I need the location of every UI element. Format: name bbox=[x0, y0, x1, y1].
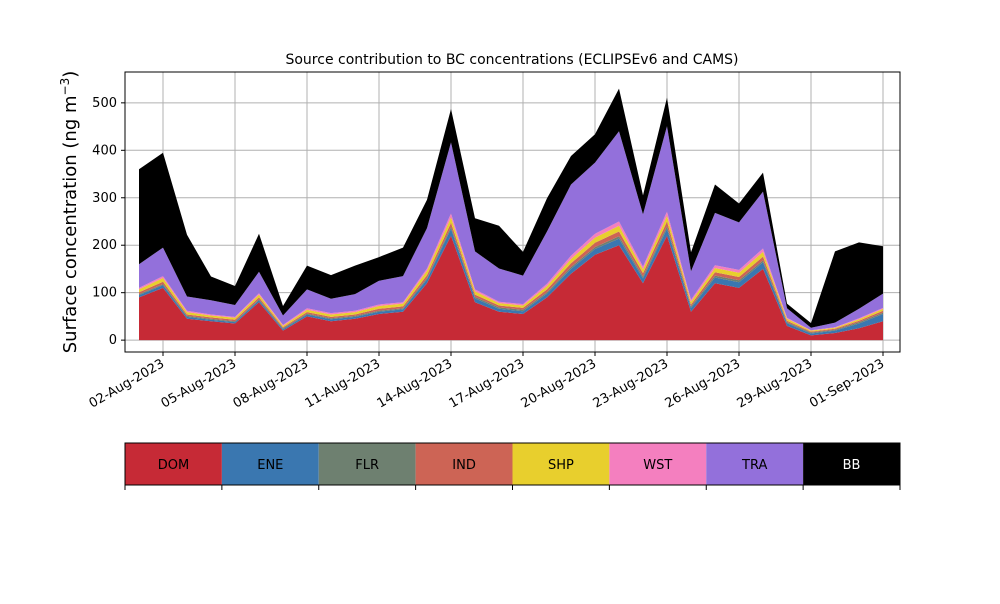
legend-swatch-bb bbox=[803, 443, 900, 485]
legend-label-dom: DOM bbox=[158, 458, 189, 473]
y-axis-label-main: Surface concentration (ng m bbox=[60, 95, 81, 353]
plot-frame bbox=[124, 71, 901, 353]
x-tick-label: 08-Aug-2023 bbox=[231, 356, 311, 411]
x-tick-label: 26-Aug-2023 bbox=[663, 356, 743, 411]
legend-label-bb: BB bbox=[843, 458, 861, 473]
legend-swatch-ind bbox=[415, 443, 513, 485]
area-series-wst bbox=[139, 211, 883, 331]
x-tick-label: 01-Sep-2023 bbox=[807, 356, 887, 411]
y-axis: 0 100 200 300 400 500 bbox=[92, 96, 125, 348]
series-areas bbox=[139, 88, 883, 341]
x-tick-label: 20-Aug-2023 bbox=[519, 356, 599, 411]
x-axis: 02-Aug-202305-Aug-202308-Aug-202311-Aug-… bbox=[87, 352, 887, 412]
y-tick-label: 0 bbox=[109, 333, 117, 348]
x-tick-label: 29-Aug-2023 bbox=[735, 356, 815, 411]
x-tick-label: 02-Aug-2023 bbox=[87, 356, 167, 411]
y-tick-label: 100 bbox=[92, 286, 117, 301]
y-axis-label-superscript: −3 bbox=[58, 78, 72, 96]
legend-swatch-tra bbox=[706, 443, 804, 485]
legend-swatch-dom bbox=[125, 443, 222, 485]
legend-swatch-shp bbox=[512, 443, 610, 485]
x-tick-label: 14-Aug-2023 bbox=[375, 356, 455, 411]
x-tick-label: 17-Aug-2023 bbox=[447, 356, 527, 411]
legend-label-tra: TRA bbox=[741, 458, 767, 473]
y-tick-label: 200 bbox=[92, 238, 117, 253]
legend-swatch-ene bbox=[221, 443, 319, 485]
legend-label-wst: WST bbox=[643, 458, 672, 473]
area-series-flr bbox=[139, 226, 883, 334]
legend-swatch-wst bbox=[609, 443, 707, 485]
area-series-ind bbox=[139, 221, 883, 333]
chart-title: Source contribution to BC concentrations… bbox=[285, 52, 738, 68]
x-tick-label: 23-Aug-2023 bbox=[591, 356, 671, 411]
area-series-bb bbox=[139, 88, 883, 328]
y-tick-label: 300 bbox=[92, 191, 117, 206]
y-tick-label: 400 bbox=[92, 143, 117, 158]
x-tick-label: 11-Aug-2023 bbox=[303, 356, 383, 411]
legend-label-shp: SHP bbox=[548, 458, 574, 473]
area-series-ene bbox=[139, 228, 883, 336]
y-axis-label: Surface concentration (ng m−3) bbox=[58, 71, 81, 354]
y-tick-label: 500 bbox=[92, 96, 117, 111]
y-axis-label-close: ) bbox=[60, 71, 81, 78]
legend-label-ene: ENE bbox=[257, 458, 283, 473]
area-series-tra bbox=[139, 126, 883, 331]
legend-label-ind: IND bbox=[452, 458, 476, 473]
x-tick-label: 05-Aug-2023 bbox=[159, 356, 239, 411]
legend-swatch-flr bbox=[318, 443, 416, 485]
legend-label-flr: FLR bbox=[355, 458, 379, 473]
area-series-dom bbox=[139, 235, 883, 341]
area-series-shp bbox=[139, 215, 883, 332]
legend-colorbar: DOM ENE FLR IND SHP WST TRA BB bbox=[124, 442, 901, 490]
